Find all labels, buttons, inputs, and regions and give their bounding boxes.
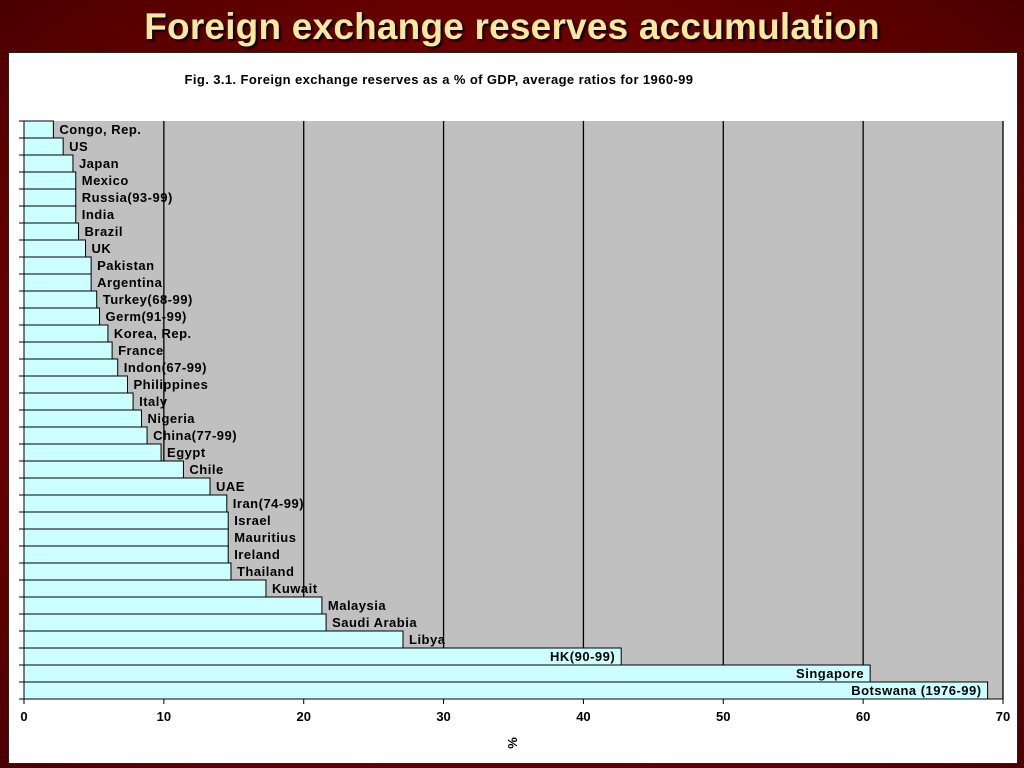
bar xyxy=(23,664,871,683)
bar-label: Korea, Rep. xyxy=(114,326,192,341)
x-axis-label: % xyxy=(505,737,520,749)
bar xyxy=(23,324,109,343)
bar-label: Indon(67-99) xyxy=(124,360,207,375)
bar-label: Japan xyxy=(79,156,119,171)
bar xyxy=(23,443,162,462)
bar xyxy=(23,426,148,445)
bar xyxy=(23,562,232,581)
bar-label: Iran(74-99) xyxy=(233,496,304,511)
x-tick-labels: 0 10 20 30 40 50 60 70 xyxy=(20,699,1010,724)
bar xyxy=(23,545,229,564)
bar-label: Turkey(68-99) xyxy=(103,292,193,307)
bar-label: Brazil xyxy=(85,224,123,239)
chart-title: Fig. 3.1. Foreign exchange reserves as a… xyxy=(185,72,694,87)
bar xyxy=(23,613,327,632)
bar-label: HK(90-99) xyxy=(550,649,615,664)
bar-label: Thailand xyxy=(237,564,294,579)
bar-label: US xyxy=(69,139,88,154)
bar-label: Saudi Arabia xyxy=(332,615,417,630)
bar xyxy=(23,256,92,275)
x-tick-label: 40 xyxy=(576,709,590,724)
bar xyxy=(23,341,113,360)
bar xyxy=(23,188,77,207)
bar-label: Mauritius xyxy=(234,530,296,545)
bar-label: Germ(91-99) xyxy=(106,309,187,324)
bar-label: France xyxy=(118,343,164,358)
bar xyxy=(23,290,98,309)
bar-label: Malaysia xyxy=(328,598,386,613)
bar xyxy=(23,409,142,428)
bar-chart: Fig. 3.1. Foreign exchange reserves as a… xyxy=(19,72,1010,749)
bar xyxy=(23,239,87,258)
chart-frame: Fig. 3.1. Foreign exchange reserves as a… xyxy=(8,52,1018,764)
bar xyxy=(23,137,64,156)
bar-label: Pakistan xyxy=(97,258,154,273)
bar-label: Argentina xyxy=(97,275,162,290)
bar-label: Chile xyxy=(189,462,223,477)
bar xyxy=(23,222,80,241)
gridlines xyxy=(163,121,1004,699)
bar-labels: Congo, Rep. US Japan Mexico Russia(93-99) Ind… xyxy=(59,122,981,698)
axes xyxy=(19,120,1003,700)
x-tick-label: 70 xyxy=(996,709,1010,724)
bar-label: Russia(93-99) xyxy=(82,190,173,205)
bar xyxy=(23,494,228,513)
bar xyxy=(23,358,119,377)
bar-label: Philippines xyxy=(133,377,208,392)
x-tick-label: 60 xyxy=(856,709,870,724)
bar-label: China(77-99) xyxy=(153,428,237,443)
bar-label: Mexico xyxy=(82,173,129,188)
bar xyxy=(23,154,74,173)
bar-label: Botswana (1976-99) xyxy=(851,683,981,698)
bar xyxy=(23,171,77,190)
x-tick-label: 20 xyxy=(296,709,310,724)
bar xyxy=(23,681,989,700)
bars xyxy=(23,120,989,700)
bar xyxy=(23,528,229,547)
bar xyxy=(23,205,77,224)
x-tick-label: 10 xyxy=(157,709,171,724)
bar xyxy=(23,307,101,326)
bar-label: Kuwait xyxy=(272,581,318,596)
bar-label: India xyxy=(82,207,115,222)
bar-label: Egypt xyxy=(167,445,206,460)
bar-label: Congo, Rep. xyxy=(59,122,141,137)
bar xyxy=(23,647,622,666)
bar-label: Singapore xyxy=(796,666,864,681)
bar-label: Italy xyxy=(139,394,168,409)
bar-label: UK xyxy=(92,241,112,256)
bar xyxy=(23,120,54,139)
bar-label: Israel xyxy=(234,513,271,528)
bar xyxy=(23,596,323,615)
bar xyxy=(23,392,134,411)
bar-label: Libya xyxy=(409,632,446,647)
slide-title: Foreign exchange reserves accumulation xyxy=(144,6,880,47)
bar xyxy=(23,511,229,530)
bar xyxy=(23,630,404,649)
bar xyxy=(23,460,184,479)
bar-label: UAE xyxy=(216,479,245,494)
bar xyxy=(23,477,211,496)
bar xyxy=(23,375,128,394)
bar-label: Ireland xyxy=(234,547,280,562)
bar xyxy=(23,273,92,292)
bar-label: Nigeria xyxy=(147,411,195,426)
x-tick-label: 50 xyxy=(716,709,730,724)
x-tick-label: 0 xyxy=(20,709,27,724)
x-tick-label: 30 xyxy=(436,709,450,724)
bar xyxy=(23,579,267,598)
